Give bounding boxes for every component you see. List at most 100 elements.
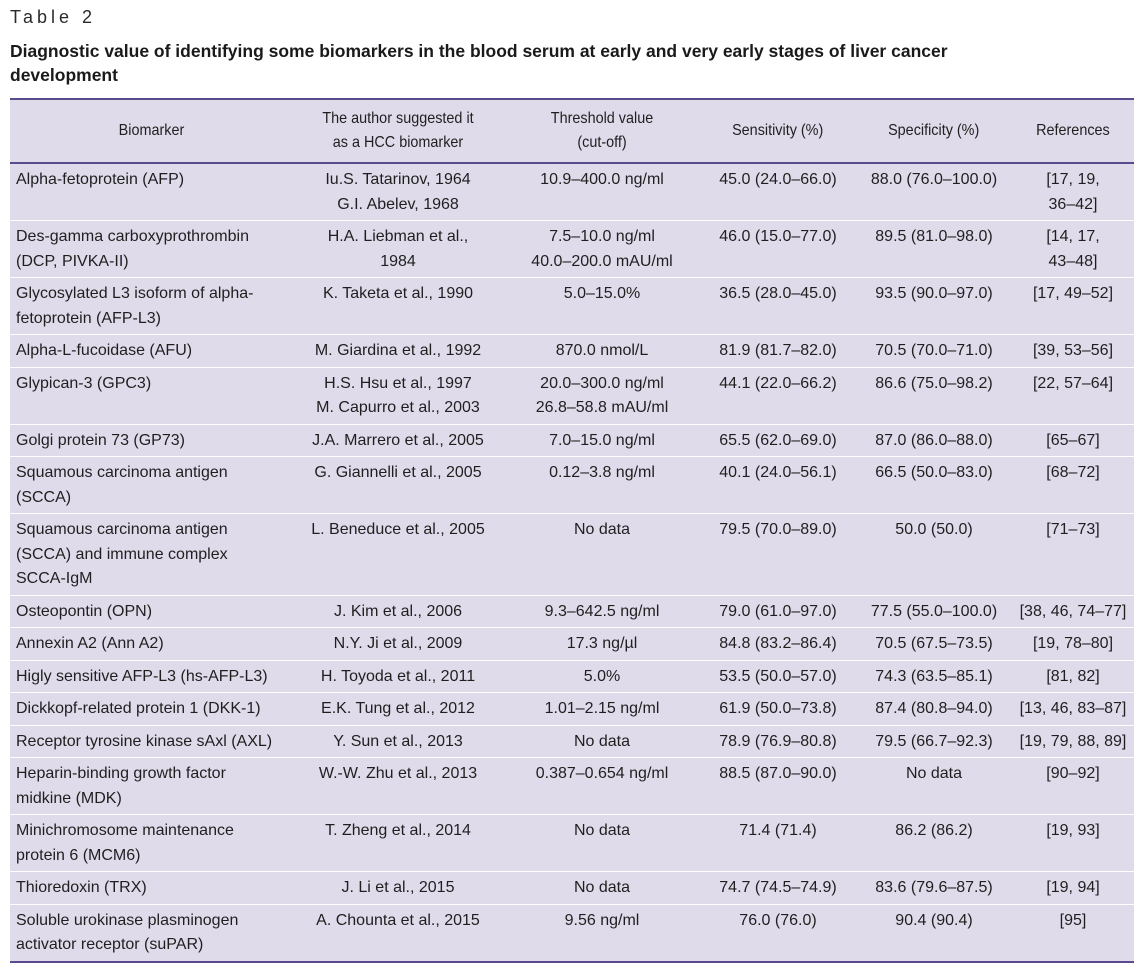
specificity-cell: 70.5 (70.0–71.0) bbox=[875, 342, 993, 359]
table-row: Alpha-fetoprotein (AFP) Iu.S. Tatarinov, … bbox=[10, 163, 1134, 221]
author-cell: J.A. Marrero et al., 2005 bbox=[312, 431, 484, 449]
references-cell: [17, 19, 36–42] bbox=[1046, 171, 1100, 213]
sensitivity-cell: 45.0 (24.0–66.0) bbox=[719, 171, 837, 188]
references-cell: [39, 53–56] bbox=[1032, 342, 1114, 359]
sensitivity-cell: 65.5 (62.0–69.0) bbox=[719, 431, 837, 449]
author-cell: T. Zheng et al., 2014 bbox=[325, 822, 471, 839]
specificity-cell: 86.6 (75.0–98.2) bbox=[875, 374, 993, 392]
header-specificity: Specificity (%) bbox=[888, 122, 980, 139]
biomarker-cell: Dickkopf-related protein 1 (DKK-1) bbox=[16, 700, 261, 717]
references-cell: [90–92] bbox=[1046, 765, 1100, 782]
references-cell: [19, 93] bbox=[1046, 822, 1100, 839]
threshold-cell: 5.0% bbox=[583, 667, 621, 685]
author-cell: H.S. Hsu et al., 1997 M. Capurro et al.,… bbox=[316, 374, 480, 417]
author-cell: N.Y. Ji et al., 2009 bbox=[333, 635, 463, 652]
table-row: Soluble urokinase plasminogen activator … bbox=[10, 904, 1134, 962]
references-cell: [95] bbox=[1059, 911, 1087, 929]
specificity-cell: 87.0 (86.0–88.0) bbox=[875, 431, 993, 449]
references-cell: [22, 57–64] bbox=[1032, 374, 1114, 392]
table-container: Biomarker The author suggested it as a H… bbox=[10, 98, 1134, 963]
table-row: Squamous carcinoma antigen (SCCA) and im… bbox=[10, 514, 1134, 595]
sensitivity-cell: 44.1 (22.0–66.2) bbox=[719, 374, 837, 392]
threshold-cell: 0.387–0.654 ng/ml bbox=[535, 765, 669, 782]
specificity-cell: 83.6 (79.6–87.5) bbox=[875, 879, 993, 896]
table-row: Annexin A2 (Ann A2) N.Y. Ji et al., 2009 1… bbox=[10, 628, 1134, 660]
specificity-cell: 66.5 (50.0–83.0) bbox=[875, 464, 993, 481]
author-cell: J. Kim et al., 2006 bbox=[333, 602, 463, 620]
threshold-cell: No data bbox=[573, 879, 631, 896]
sensitivity-cell: 79.0 (61.0–97.0) bbox=[719, 602, 837, 620]
biomarker-cell: Squamous carcinoma antigen (SCCA) and im… bbox=[16, 521, 228, 587]
threshold-cell: 9.56 ng/ml bbox=[564, 911, 640, 929]
sensitivity-cell: 53.5 (50.0–57.0) bbox=[719, 667, 837, 685]
table-caption: Diagnostic value of identifying some bio… bbox=[10, 41, 948, 85]
biomarker-cell: Squamous carcinoma antigen (SCCA) bbox=[16, 464, 228, 506]
references-cell: [13, 46, 83–87] bbox=[1019, 700, 1127, 717]
sensitivity-cell: 74.7 (74.5–74.9) bbox=[719, 879, 837, 896]
biomarker-cell: Golgi protein 73 (GP73) bbox=[16, 431, 185, 449]
table-row: Squamous carcinoma antigen (SCCA) G. Gian… bbox=[10, 457, 1134, 514]
sensitivity-cell: 78.9 (76.9–80.8) bbox=[719, 732, 837, 750]
biomarker-cell: Osteopontin (OPN) bbox=[16, 602, 153, 620]
threshold-cell: 20.0–300.0 ng/ml 26.8–58.8 mAU/ml bbox=[535, 374, 669, 417]
specificity-cell: 70.5 (67.5–73.5) bbox=[875, 635, 993, 652]
threshold-cell: No data bbox=[573, 822, 631, 839]
biomarker-cell: Annexin A2 (Ann A2) bbox=[16, 635, 164, 652]
biomarker-cell: Receptor tyrosine kinase sAxl (AXL) bbox=[16, 732, 273, 750]
header-references: References bbox=[1036, 122, 1110, 139]
table-header-row: Biomarker The author suggested it as a H… bbox=[10, 99, 1134, 163]
threshold-cell: 1.01–2.15 ng/ml bbox=[544, 700, 660, 717]
header-threshold: Threshold value (cut-off) bbox=[550, 110, 654, 151]
table-row: Des-gamma carboxyprothrombin (DCP, PIVKA… bbox=[10, 221, 1134, 278]
table-row: Dickkopf-related protein 1 (DKK-1) E.K. T… bbox=[10, 693, 1134, 725]
threshold-cell: 9.3–642.5 ng/ml bbox=[544, 602, 660, 620]
sensitivity-cell: 61.9 (50.0–73.8) bbox=[719, 700, 837, 717]
biomarker-cell: Thioredoxin (TRX) bbox=[16, 879, 147, 896]
threshold-cell: 0.12–3.8 ng/ml bbox=[549, 464, 655, 481]
specificity-cell: 87.4 (80.8–94.0) bbox=[875, 700, 993, 717]
author-cell: J. Li et al., 2015 bbox=[341, 879, 455, 896]
biomarker-cell: Heparin-binding growth factor midkine (M… bbox=[16, 765, 226, 807]
references-cell: [19, 79, 88, 89] bbox=[1019, 732, 1127, 750]
threshold-cell: 17.3 ng/µl bbox=[566, 635, 638, 652]
biomarker-cell: Glycosylated L3 isoform of alpha- fetopr… bbox=[16, 285, 254, 327]
threshold-cell: 10.9–400.0 ng/ml bbox=[540, 171, 664, 188]
table-row: Osteopontin (OPN) J. Kim et al., 2006 9.3–… bbox=[10, 595, 1134, 628]
references-cell: [81, 82] bbox=[1046, 667, 1100, 685]
specificity-cell: 79.5 (66.7–92.3) bbox=[875, 732, 993, 750]
table-row: Alpha-L-fucoidase (AFU) M. Giardina et al… bbox=[10, 335, 1134, 367]
biomarker-cell: Minichromosome maintenance protein 6 (MC… bbox=[16, 822, 234, 864]
header-biomarker: Biomarker bbox=[118, 122, 184, 139]
threshold-cell: 7.5–10.0 ng/ml 40.0–200.0 mAU/ml bbox=[531, 228, 673, 270]
biomarker-cell: Alpha-L-fucoidase (AFU) bbox=[16, 342, 193, 359]
author-cell: Y. Sun et al., 2013 bbox=[333, 732, 463, 750]
author-cell: H. Toyoda et al., 2011 bbox=[320, 667, 476, 685]
specificity-cell: 88.0 (76.0–100.0) bbox=[870, 171, 998, 188]
author-cell: W.-W. Zhu et al., 2013 bbox=[318, 765, 478, 782]
sensitivity-cell: 71.4 (71.4) bbox=[739, 822, 817, 839]
references-cell: [65–67] bbox=[1046, 431, 1100, 449]
header-sensitivity: Sensitivity (%) bbox=[732, 122, 824, 139]
threshold-cell: No data bbox=[573, 521, 631, 538]
sensitivity-cell: 88.5 (87.0–90.0) bbox=[719, 765, 837, 782]
biomarker-cell: Glypican-3 (GPC3) bbox=[16, 374, 152, 392]
references-cell: [38, 46, 74–77] bbox=[1019, 602, 1127, 620]
author-cell: G. Giannelli et al., 2005 bbox=[314, 464, 482, 481]
author-cell: K. Taketa et al., 1990 bbox=[322, 285, 474, 302]
biomarker-cell: Soluble urokinase plasminogen activator … bbox=[16, 911, 239, 954]
author-cell: L. Beneduce et al., 2005 bbox=[311, 521, 485, 538]
specificity-cell: 89.5 (81.0–98.0) bbox=[875, 228, 993, 245]
author-cell: M. Giardina et al., 1992 bbox=[314, 342, 482, 359]
table-row: Minichromosome maintenance protein 6 (MC… bbox=[10, 815, 1134, 872]
table-body: Alpha-fetoprotein (AFP) Iu.S. Tatarinov, … bbox=[10, 163, 1134, 962]
threshold-cell: 5.0–15.0% bbox=[563, 285, 641, 302]
sensitivity-cell: 79.5 (70.0–89.0) bbox=[719, 521, 837, 538]
references-cell: [17, 49–52] bbox=[1032, 285, 1114, 302]
specificity-cell: 74.3 (63.5–85.1) bbox=[875, 667, 993, 685]
specificity-cell: No data bbox=[905, 765, 963, 782]
references-cell: [71–73] bbox=[1046, 521, 1100, 538]
threshold-cell: 870.0 nmol/L bbox=[555, 342, 649, 359]
specificity-cell: 86.2 (86.2) bbox=[895, 822, 973, 839]
specificity-cell: 50.0 (50.0) bbox=[895, 521, 973, 538]
references-cell: [14, 17, 43–48] bbox=[1046, 228, 1100, 270]
